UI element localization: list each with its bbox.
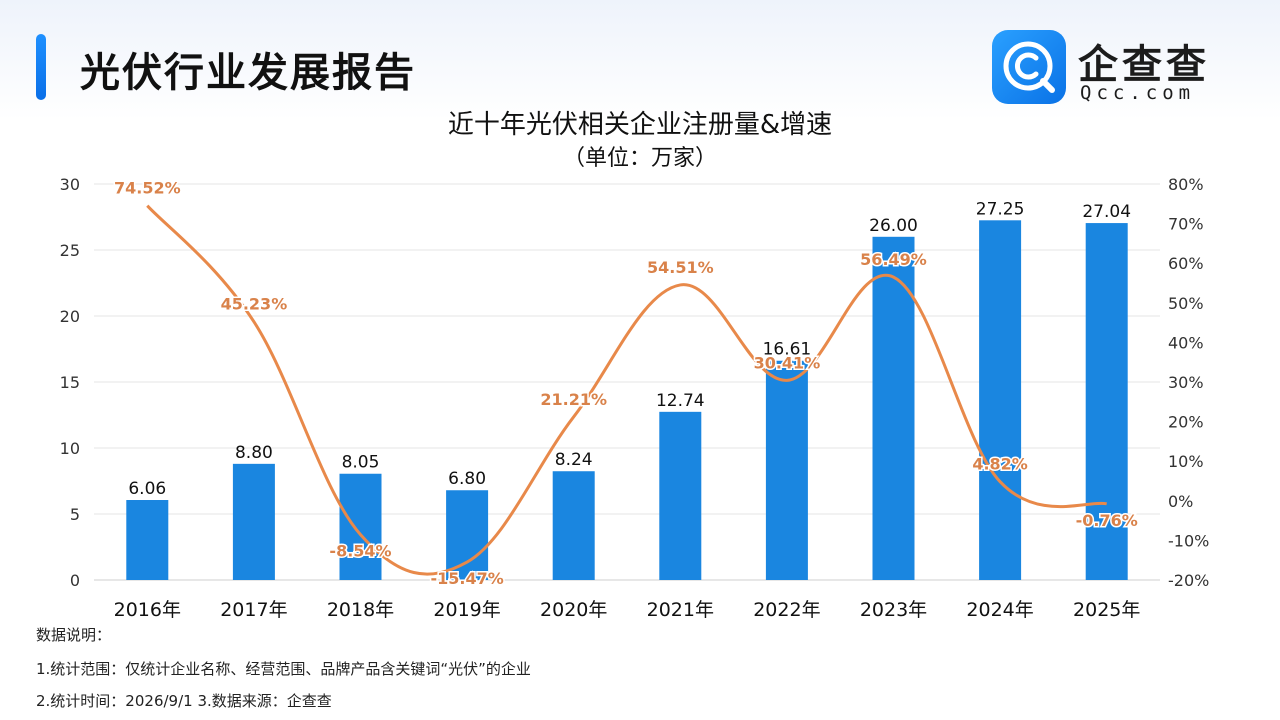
x-tick-label: 2018年 [327, 599, 394, 621]
bar [765, 360, 808, 580]
y-left-tick-label: 25 [60, 241, 80, 260]
x-tick-label: 2020年 [540, 599, 607, 621]
bar [979, 220, 1022, 581]
y-right-tick-label: 30% [1168, 373, 1204, 392]
bar-value-label: 16.61 [763, 340, 812, 360]
y-right-tick-label: 50% [1168, 294, 1204, 313]
notes-heading: 数据说明： [36, 626, 112, 644]
x-tick-label: 2017年 [220, 599, 287, 621]
qcc-magnifier-icon [992, 30, 1066, 104]
y-left-tick-label: 5 [70, 505, 80, 524]
bar-value-label: 6.06 [128, 479, 166, 499]
growth-rate-label: 45.23% [221, 295, 288, 314]
x-tick-label: 2022年 [753, 599, 820, 621]
logo-name: 企查查 [1078, 42, 1210, 88]
y-left-tick-label: 0 [70, 571, 80, 590]
x-tick-label: 2024年 [966, 599, 1033, 621]
y-right-tick-label: 70% [1168, 215, 1204, 234]
report-title: 光伏行业发展报告 [80, 50, 416, 96]
notes-line-1: 1.统计范围：仅统计企业名称、经营范围、品牌产品含关键词“光伏”的企业 [36, 660, 531, 678]
bar [126, 500, 169, 580]
bar [446, 490, 489, 580]
growth-rate-label: 74.52% [114, 179, 181, 198]
bar [659, 411, 702, 580]
x-tick-label: 2016年 [114, 599, 181, 621]
y-right-tick-label: 10% [1168, 452, 1204, 471]
growth-rate-label: 30.41% [754, 353, 821, 372]
bar [232, 463, 275, 580]
bar-value-label: 6.80 [448, 469, 486, 489]
growth-rate-label: 56.49% [860, 250, 927, 269]
logo-domain: Qcc.com [1080, 82, 1196, 104]
y-right-tick-label: 60% [1168, 254, 1204, 273]
x-tick-label: 2023年 [860, 599, 927, 621]
growth-rate-label: 21.21% [540, 390, 607, 409]
growth-rate-line [146, 204, 1108, 576]
y-right-tick-label: 80% [1168, 175, 1204, 194]
bar-value-label: 12.74 [656, 391, 705, 411]
notes-line-2: 2.统计时间：2026/9/1 3.数据来源：企查查 [36, 692, 332, 710]
y-right-tick-label: -10% [1168, 531, 1209, 550]
growth-rate-label: 4.82% [972, 455, 1028, 474]
growth-rate-label: 54.51% [647, 258, 714, 277]
y-right-tick-label: -20% [1168, 571, 1209, 590]
bar [552, 471, 595, 580]
growth-rate-label: -8.54% [329, 542, 391, 561]
growth-rate-label: -0.76% [1076, 511, 1138, 530]
header-background [0, 0, 1280, 120]
y-right-tick-label: 40% [1168, 333, 1204, 352]
bar [1085, 223, 1128, 580]
bar [339, 473, 382, 580]
x-tick-label: 2019年 [433, 599, 500, 621]
chart-title: 近十年光伏相关企业注册量&增速 [447, 110, 833, 140]
bar-value-label: 27.04 [1082, 202, 1131, 222]
bar-value-label: 8.80 [235, 443, 273, 463]
y-left-tick-label: 15 [60, 373, 80, 392]
bar-value-label: 27.25 [976, 199, 1025, 219]
y-left-tick-label: 20 [60, 307, 80, 326]
x-tick-label: 2025年 [1073, 599, 1140, 621]
y-left-tick-label: 10 [60, 439, 80, 458]
x-tick-label: 2021年 [647, 599, 714, 621]
bar-value-label: 8.24 [555, 450, 593, 470]
bar-value-label: 26.00 [869, 216, 918, 236]
y-left-tick-label: 30 [60, 175, 80, 194]
qcc-logo: 企查查 Qcc.com [992, 30, 1232, 104]
bar [872, 236, 915, 581]
growth-rate-label: -15.47% [430, 569, 503, 588]
bar-value-label: 8.05 [342, 453, 380, 473]
title-accent-bar [36, 34, 46, 100]
y-right-tick-label: 20% [1168, 413, 1204, 432]
chart-subtitle: （单位：万家） [562, 146, 717, 171]
y-right-tick-label: 0% [1168, 492, 1193, 511]
